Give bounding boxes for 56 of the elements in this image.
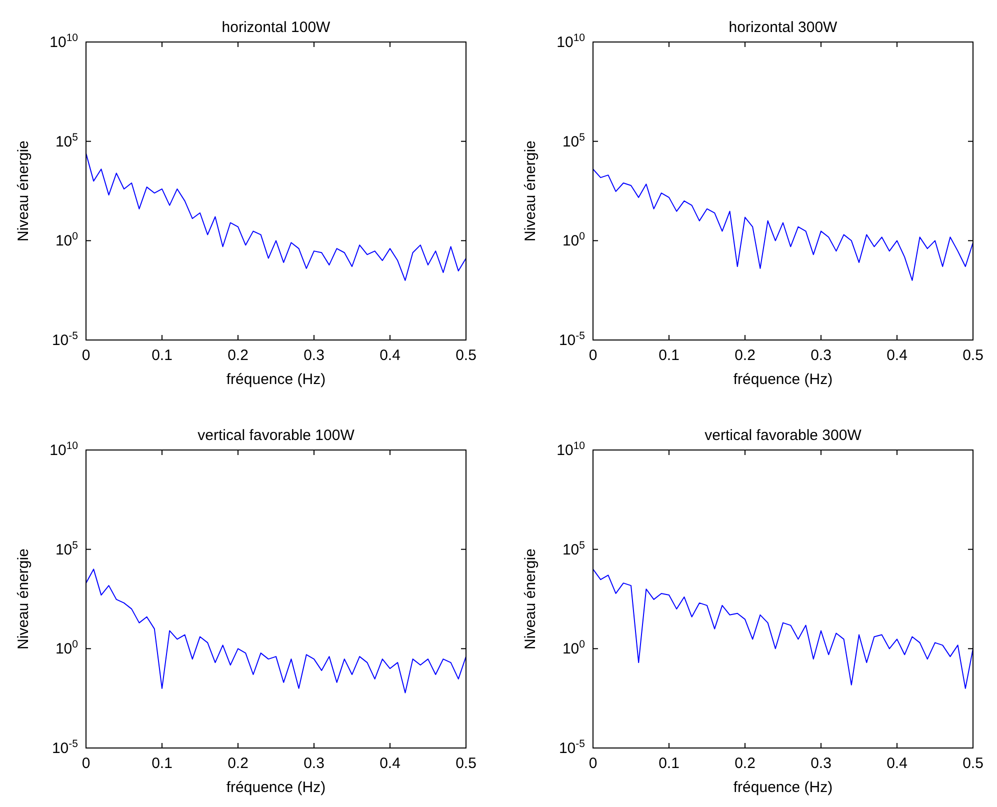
x-tick-label: 0.5: [456, 755, 476, 772]
y-tick-label: 10$^{10}$: [50, 440, 78, 459]
y-tick-label: 10$^{0}$: [55, 638, 78, 658]
y-tick-label: 10$^{10}$: [556, 32, 586, 51]
x-tick-label: 0: [588, 347, 598, 364]
x-tick-label: 0.2: [734, 755, 756, 772]
x-tick-label: 0.3: [304, 755, 324, 772]
y-tick-label: 10$^{5}$: [55, 539, 78, 558]
x-tick-label: 0.5: [456, 347, 476, 364]
x-tick-label: 0.4: [380, 755, 400, 772]
y-tick-label: 10$^{0}$: [562, 230, 586, 250]
line-series: [86, 568, 466, 694]
y-axis-title: Niveau énergie: [15, 548, 32, 650]
y-tick-label: 10$^{0}$: [562, 638, 586, 658]
chart-title: horizontal 100W: [222, 19, 332, 36]
x-tick-label: 0: [82, 755, 90, 772]
line-series: [86, 152, 466, 281]
x-tick-label: 0.5: [962, 347, 984, 364]
x-tick-label: 0: [588, 755, 598, 772]
y-axis-title: Niveau énergie: [522, 548, 539, 650]
y-tick-label: 10$^{-5}$: [558, 330, 586, 349]
y-tick-label: 10$^{5}$: [55, 131, 78, 150]
x-tick-label: 0: [82, 347, 90, 364]
y-tick-label: 10$^{-5}$: [558, 738, 586, 757]
x-axis-title: fréquence (Hz): [226, 371, 326, 388]
chart-title: horizontal 300W: [728, 19, 838, 36]
x-tick-label: 0.2: [734, 347, 756, 364]
x-tick-label: 0.1: [658, 347, 680, 364]
y-axis-title: Niveau énergie: [15, 140, 32, 242]
y-axis-title: Niveau énergie: [522, 140, 539, 242]
line-series: [593, 568, 973, 689]
y-tick-label: 10$^{0}$: [55, 230, 78, 250]
x-tick-label: 0.4: [886, 347, 908, 364]
y-tick-label: 10$^{10}$: [556, 440, 586, 459]
x-axis-title: fréquence (Hz): [733, 371, 833, 388]
x-tick-label: 0.4: [886, 755, 908, 772]
x-axis-title: fréquence (Hz): [226, 779, 326, 796]
x-tick-label: 0.3: [810, 755, 832, 772]
x-tick-label: 0.1: [658, 755, 680, 772]
line-series: [593, 168, 973, 281]
x-tick-label: 0.1: [152, 347, 172, 364]
x-axis-title: fréquence (Hz): [733, 779, 833, 796]
y-tick-label: 10$^{5}$: [562, 539, 586, 558]
x-tick-label: 0.2: [228, 755, 248, 772]
chart-title: vertical favorable 300W: [704, 427, 862, 444]
x-tick-label: 0.3: [304, 347, 324, 364]
y-tick-label: 10$^{-5}$: [52, 330, 78, 349]
x-tick-label: 0.2: [228, 347, 248, 364]
x-tick-label: 0.3: [810, 347, 832, 364]
x-tick-label: 0.4: [380, 347, 400, 364]
x-tick-label: 0.1: [152, 755, 172, 772]
y-tick-label: 10$^{10}$: [50, 32, 78, 51]
chart-title: vertical favorable 100W: [198, 427, 356, 444]
y-tick-label: 10$^{5}$: [562, 131, 586, 150]
y-tick-label: 10$^{-5}$: [52, 738, 78, 757]
x-tick-label: 0.5: [962, 755, 984, 772]
